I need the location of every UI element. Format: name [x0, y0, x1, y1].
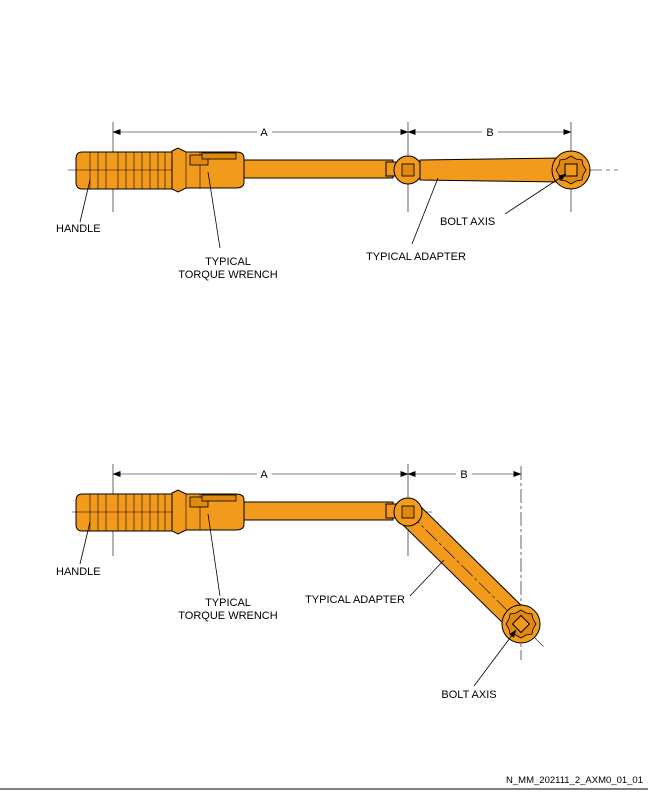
- wrench-label-line2: TORQUE WRENCH: [178, 269, 277, 281]
- dimension-a-label: A: [260, 127, 268, 139]
- adapter-arm: [419, 157, 561, 183]
- adapter-leader: [411, 177, 439, 245]
- square-drive-icon: [401, 505, 415, 519]
- scale-window-icon: [189, 496, 209, 508]
- handle-leader: [79, 179, 91, 223]
- handle-label: HANDLE: [56, 566, 101, 578]
- wrench-leader: [207, 171, 221, 249]
- reference-id: N_MM_202111_2_AXM0_01_01: [506, 775, 643, 786]
- square-drive-icon: [401, 163, 415, 177]
- socket-square-icon: [511, 614, 531, 634]
- handle-grip-grooves: [76, 152, 172, 189]
- adapter-leader: [409, 559, 445, 597]
- wrench-shaft: [242, 159, 394, 179]
- view-angled-adapter: A B: [56, 464, 546, 701]
- handle-label: HANDLE: [56, 223, 101, 235]
- dimension-a-label: A: [260, 469, 268, 481]
- scale-window-icon: [189, 154, 209, 166]
- adapter-label: TYPICAL ADAPTER: [305, 594, 405, 606]
- dimension-b-label: B: [460, 469, 467, 481]
- dimension-b-label: B: [486, 127, 493, 139]
- view-straight-adapter: A B: [56, 122, 618, 281]
- wrench-handle: [75, 151, 173, 190]
- scale-bar: [201, 494, 237, 502]
- adapter-label: TYPICAL ADAPTER: [366, 251, 466, 263]
- bolt-axis-leader: [473, 629, 517, 687]
- wrench-label-line1: TYPICAL: [205, 597, 251, 609]
- scale-bar: [201, 152, 237, 160]
- wrench-handle: [75, 493, 173, 532]
- wrench-shaft: [242, 501, 394, 521]
- wrench-leader: [207, 513, 221, 597]
- handle-leader: [79, 521, 91, 565]
- bolt-axis-label: BOLT AXIS: [440, 216, 495, 228]
- handle-grip-grooves: [76, 494, 172, 531]
- socket-square-icon: [564, 163, 578, 177]
- bolt-axis-label: BOLT AXIS: [441, 689, 496, 701]
- bolt-axis-leader: [504, 173, 567, 215]
- wrench-label-line1: TYPICAL: [205, 256, 251, 268]
- wrench-label-line2: TORQUE WRENCH: [178, 610, 277, 622]
